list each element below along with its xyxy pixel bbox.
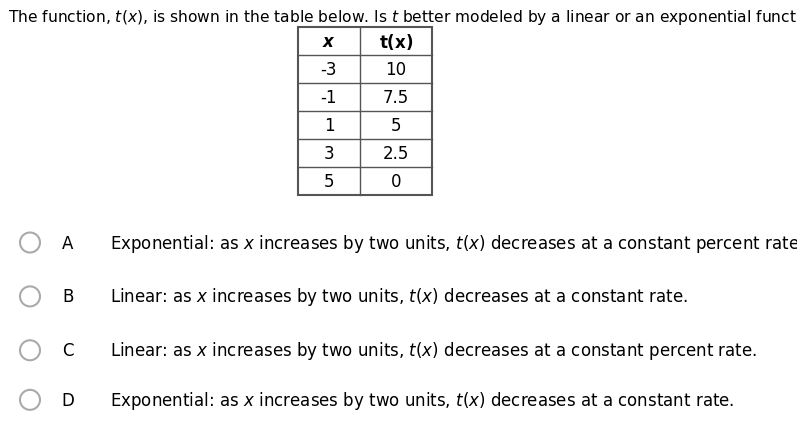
Text: 2.5: 2.5 <box>383 144 409 163</box>
Text: D: D <box>61 391 74 409</box>
Circle shape <box>20 390 40 410</box>
Text: 3: 3 <box>324 144 334 163</box>
Bar <box>298 28 432 196</box>
Text: 1: 1 <box>324 117 334 135</box>
Text: Linear: as $x$ increases by two units, $t(x)$ decreases at a constant rate.: Linear: as $x$ increases by two units, $… <box>110 286 688 308</box>
Text: C: C <box>62 341 74 359</box>
Text: $\mathbf{t(x)}$: $\mathbf{t(x)}$ <box>379 32 413 52</box>
Circle shape <box>20 233 40 253</box>
Text: B: B <box>62 288 73 306</box>
Text: 0: 0 <box>391 172 401 190</box>
Text: Linear: as $x$ increases by two units, $t(x)$ decreases at a constant percent ra: Linear: as $x$ increases by two units, $… <box>110 339 757 362</box>
Text: Exponential: as $x$ increases by two units, $t(x)$ decreases at a constant rate.: Exponential: as $x$ increases by two uni… <box>110 389 735 411</box>
Text: The function, $t(x)$, is shown in the table below. Is $t$ better modeled by a li: The function, $t(x)$, is shown in the ta… <box>8 8 797 27</box>
Text: -3: -3 <box>320 61 337 79</box>
Text: A: A <box>62 234 73 252</box>
Text: 5: 5 <box>391 117 401 135</box>
Text: $\bfit{x}$: $\bfit{x}$ <box>322 33 336 51</box>
Text: 10: 10 <box>386 61 406 79</box>
Text: -1: -1 <box>320 89 337 107</box>
Text: 5: 5 <box>324 172 334 190</box>
Text: Exponential: as $x$ increases by two units, $t(x)$ decreases at a constant perce: Exponential: as $x$ increases by two uni… <box>110 232 797 254</box>
Circle shape <box>20 287 40 307</box>
Text: 7.5: 7.5 <box>383 89 409 107</box>
Circle shape <box>20 341 40 360</box>
